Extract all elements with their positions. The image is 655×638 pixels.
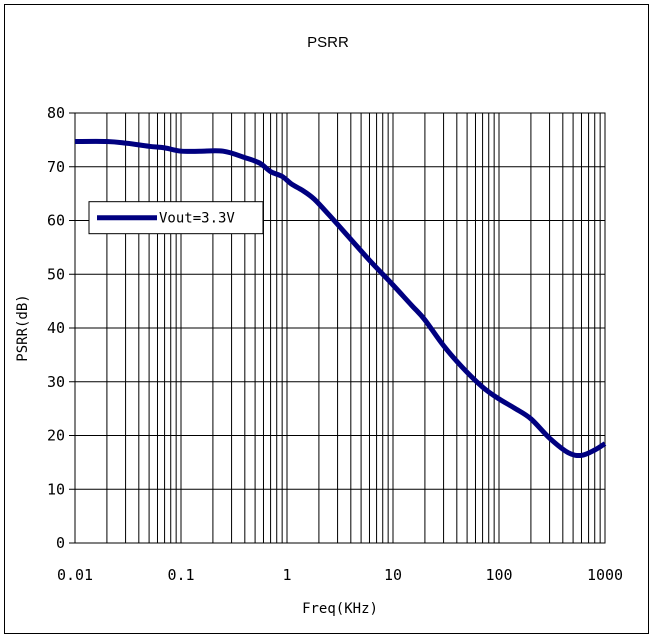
chart-frame: PSRR 0 10 20 30 40 50 60 70 80 0.01 0.1 1 10 100 1000… (4, 4, 649, 634)
y-tick-label: 50 (47, 265, 65, 283)
y-tick-label: 60 (47, 212, 65, 230)
y-tick-label: 70 (47, 158, 65, 176)
x-axis-label: Freq(KHz) (302, 601, 378, 617)
y-axis-label: PSRR(dB) (15, 294, 31, 361)
x-tick-label: 10 (384, 566, 402, 584)
x-tick-label: 1 (282, 566, 291, 584)
y-tick-label: 40 (47, 319, 65, 337)
psrr-chart: PSRR 0 10 20 30 40 50 60 70 80 0.01 0.1 1 10 100 1000… (15, 34, 623, 617)
y-tick-label: 10 (47, 480, 65, 498)
series-lines (74, 138, 607, 459)
y-tick-labels: 0 10 20 30 40 50 60 70 80 (47, 104, 75, 552)
legend-label-vout-3-3v: Vout=3.3V (159, 211, 235, 227)
legend: Vout=3.3V (88, 201, 264, 235)
y-tick-label: 80 (47, 104, 65, 122)
grid-lines (74, 112, 606, 544)
y-tick-label: 20 (47, 427, 65, 445)
y-tick-label: 30 (47, 373, 65, 391)
x-tick-label: 0.1 (167, 566, 194, 584)
series-line-vout-3-3v (74, 138, 607, 459)
x-tick-labels: 0.01 0.1 1 10 100 1000 (57, 566, 623, 584)
x-tick-label: 100 (485, 566, 512, 584)
x-tick-label: 1000 (587, 566, 623, 584)
y-tick-label: 0 (56, 534, 65, 552)
x-tick-label: 0.01 (57, 566, 93, 584)
chart-title: PSRR (307, 34, 349, 51)
